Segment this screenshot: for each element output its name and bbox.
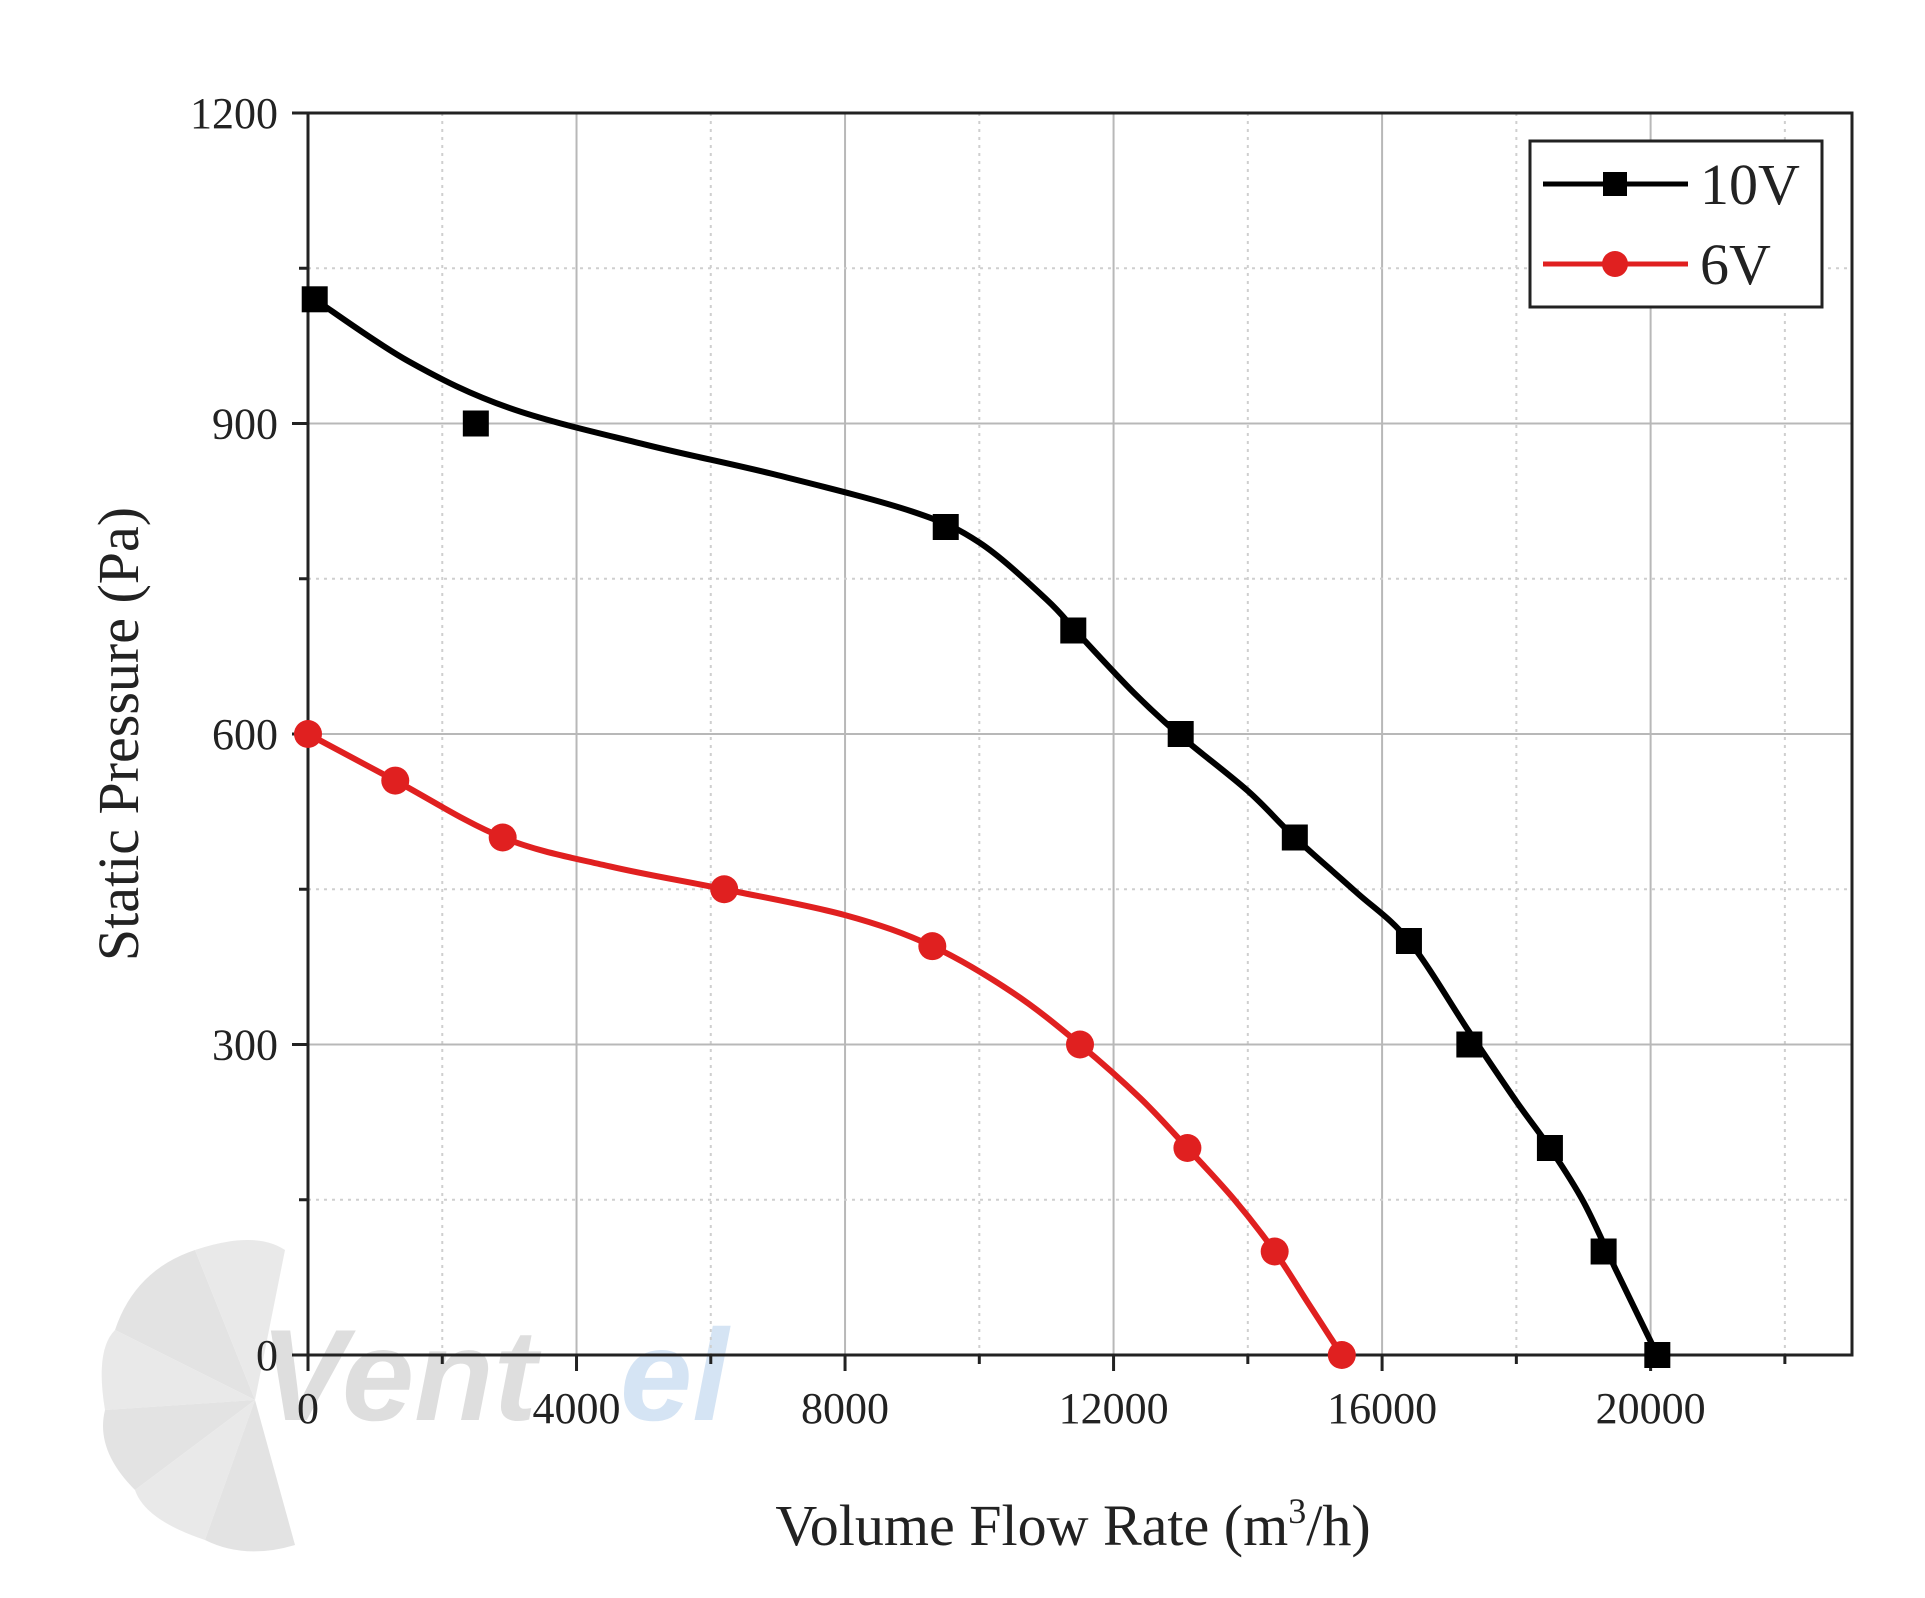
data-point-10v [301, 286, 328, 313]
legend-box [1528, 139, 1824, 309]
legend-label-6v: 6V [1700, 232, 1771, 297]
data-point-6v [710, 875, 739, 904]
series-line-10v [313, 296, 1661, 1357]
x-tick-label: 12000 [1059, 1384, 1169, 1433]
data-point-10v [1167, 721, 1194, 747]
data-point-10v [1060, 617, 1087, 644]
series-markers [294, 286, 1671, 1369]
data-point-6v [294, 720, 322, 748]
fan-blade-icon [101, 1240, 295, 1552]
x-tick-label: 20000 [1596, 1384, 1706, 1433]
x-tick-label: 4000 [533, 1384, 621, 1433]
x-tick-label: 0 [297, 1384, 319, 1433]
legend-label-10v: 10V [1700, 152, 1800, 217]
legend: 10V 6V [1528, 139, 1824, 309]
x-tick-label: 16000 [1327, 1384, 1437, 1433]
data-point-6v [488, 823, 517, 852]
y-tick-label: 600 [212, 710, 278, 759]
data-point-10v [1590, 1238, 1617, 1265]
y-tick-label: 0 [256, 1331, 278, 1380]
x-tick-labels: 0 4000 8000 12000 16000 20000 [297, 1384, 1706, 1433]
x-axis-title-tail: /h) [1306, 1493, 1370, 1558]
data-point-10v [462, 410, 489, 437]
grid [308, 113, 1852, 1355]
y-tick-label: 1200 [190, 89, 278, 138]
data-point-10v [1536, 1135, 1563, 1161]
x-axis-title-superscript: 3 [1288, 1491, 1306, 1531]
data-point-6v [918, 932, 947, 961]
watermark-logo: Vent el [101, 1240, 731, 1552]
data-point-10v [932, 514, 959, 540]
data-point-6v [1260, 1237, 1289, 1266]
y-tick-label: 900 [212, 400, 278, 449]
data-point-6v [1173, 1134, 1202, 1162]
data-point-10v [1456, 1031, 1483, 1058]
x-axis-title: Volume Flow Rate (m3/h) [775, 1491, 1370, 1558]
y-axis-title: Static Pressure (Pa) [86, 507, 151, 961]
x-axis-title-main: Volume Flow Rate (m [775, 1493, 1288, 1558]
legend-marker-10v [1603, 172, 1627, 196]
data-point-6v [1066, 1030, 1094, 1059]
data-point-10v [1395, 928, 1422, 954]
data-point-6v [1327, 1341, 1356, 1369]
legend-marker-6v [1602, 251, 1628, 277]
watermark-text-el: el [620, 1302, 731, 1448]
y-tick-labels: 0 300 600 900 1200 [190, 89, 278, 1380]
y-tick-label: 300 [212, 1021, 278, 1070]
x-tick-label: 8000 [801, 1384, 889, 1433]
data-point-10v [1281, 824, 1308, 851]
data-point-6v [381, 766, 410, 795]
data-point-10v [1644, 1342, 1671, 1368]
